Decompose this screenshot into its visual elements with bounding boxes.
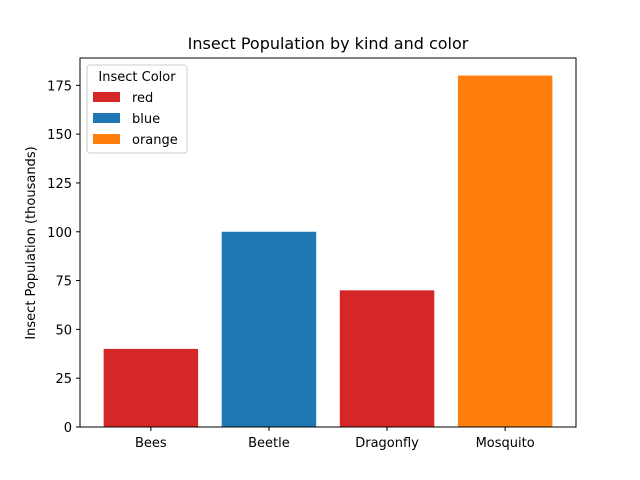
bars-group [103, 75, 553, 428]
x-tick-label: Bees [135, 436, 167, 451]
plot-frame [79, 57, 577, 428]
y-tick-label: 150 [47, 128, 72, 143]
y-ticks-group: 0 25 50 75 100 125 150 175 [47, 79, 80, 436]
x-tick-label: Dragonfly [355, 436, 419, 451]
legend-swatch-red [93, 92, 120, 102]
legend-swatch-orange [93, 134, 120, 144]
y-tick-label: 25 [55, 372, 72, 387]
x-tick-label: Beetle [248, 436, 290, 451]
y-tick-label: 100 [47, 226, 72, 241]
bar-dragonfly [339, 290, 435, 427]
bar-beetle [221, 231, 317, 427]
legend: Insect Color red blue orange [86, 64, 188, 154]
chart-title: Insect Population by kind and color [188, 34, 469, 53]
legend-label-orange: orange [132, 133, 178, 148]
y-tick-label: 0 [64, 421, 72, 436]
y-axis-title: Insect Population (thousands) [24, 146, 39, 339]
bar-mosquito [457, 75, 553, 428]
legend-title: Insect Color [98, 70, 176, 85]
legend-box [86, 64, 188, 154]
legend-label-red: red [132, 91, 153, 106]
y-tick-label: 175 [47, 79, 72, 94]
legend-label-blue: blue [132, 112, 160, 127]
bar-bees [103, 348, 199, 427]
y-tick-label: 75 [55, 275, 72, 290]
y-tick-label: 50 [55, 323, 72, 338]
y-tick-label: 125 [47, 177, 72, 192]
x-ticks-group: Bees Beetle Dragonfly Mosquito [135, 427, 535, 451]
legend-swatch-blue [93, 113, 120, 123]
x-tick-label: Mosquito [476, 436, 535, 451]
